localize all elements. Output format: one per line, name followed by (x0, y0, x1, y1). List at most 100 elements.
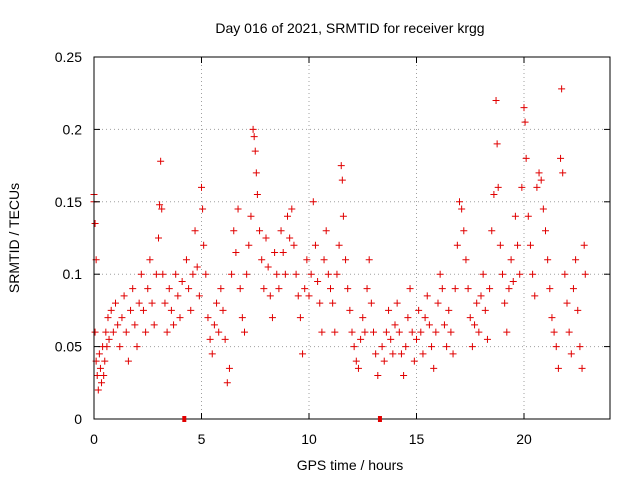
data-point (493, 140, 501, 148)
data-point (408, 328, 416, 336)
data-point (294, 292, 302, 300)
data-point (314, 277, 322, 285)
data-point (230, 227, 238, 235)
data-point (127, 306, 135, 314)
data-point (114, 321, 122, 329)
data-point (156, 201, 164, 209)
data-point (537, 176, 545, 184)
data-point (234, 205, 242, 213)
data-point (382, 328, 390, 336)
data-point (217, 285, 225, 293)
data-point (417, 328, 425, 336)
data-point (447, 328, 455, 336)
data-point (413, 335, 420, 343)
data-point (174, 292, 182, 300)
data-point (273, 270, 281, 278)
data-point (264, 263, 272, 271)
data-point (423, 292, 431, 300)
data-point (277, 227, 285, 235)
data-point (410, 357, 418, 365)
data-point (419, 350, 427, 358)
y-tick-label: 0.25 (55, 49, 82, 65)
data-point (451, 285, 459, 293)
data-point (521, 118, 529, 126)
data-point (378, 343, 386, 351)
data-point (572, 256, 580, 264)
data-point (354, 364, 362, 372)
data-point (449, 350, 457, 358)
x-tick-label: 15 (409, 431, 425, 447)
data-point (252, 169, 260, 177)
data-point (580, 241, 588, 249)
data-point (559, 169, 567, 177)
data-point (100, 372, 108, 380)
data-point (576, 343, 584, 351)
data-point (494, 183, 502, 191)
data-point (303, 256, 311, 264)
data-point (481, 306, 489, 314)
data-point (210, 321, 218, 329)
data-point (464, 285, 472, 293)
data-point (118, 314, 126, 322)
data-point (391, 321, 399, 329)
data-point (247, 212, 255, 220)
data-point (352, 357, 360, 365)
y-tick-label: 0.1 (63, 266, 83, 282)
data-point (102, 328, 110, 336)
data-point (309, 198, 317, 206)
data-point (279, 248, 287, 256)
data-point (458, 205, 466, 213)
data-point (191, 227, 199, 235)
data-point (250, 133, 258, 141)
data-point (565, 328, 573, 336)
data-point (524, 212, 532, 220)
data-point (94, 386, 102, 394)
data-point (479, 270, 487, 278)
data-point (346, 306, 354, 314)
data-point (507, 256, 515, 264)
data-point (178, 277, 186, 285)
y-axis-label: SRMTID / TECUs (6, 183, 22, 293)
data-point (374, 372, 382, 380)
data-point (290, 241, 298, 249)
data-point (268, 314, 276, 322)
data-point (157, 157, 165, 165)
data-point (529, 270, 537, 278)
data-points (90, 85, 589, 394)
data-point (155, 234, 162, 242)
x-axis-label: GPS time / hours (297, 457, 404, 473)
data-point (486, 285, 494, 293)
data-point (558, 85, 566, 93)
data-point (200, 241, 208, 249)
data-point (245, 241, 253, 249)
data-point (359, 314, 367, 322)
data-point (213, 299, 221, 307)
data-point (116, 343, 124, 351)
data-point (468, 343, 476, 351)
plot-frame (93, 56, 611, 420)
data-point (421, 314, 429, 322)
data-point (122, 328, 130, 336)
data-point (170, 321, 178, 329)
data-point (578, 364, 586, 372)
data-point (372, 350, 380, 358)
data-point (187, 306, 195, 314)
data-point (365, 256, 373, 264)
data-point (103, 343, 111, 351)
data-point (581, 270, 589, 278)
gap-marker (377, 416, 382, 422)
data-point (337, 162, 345, 170)
data-point (107, 306, 115, 314)
data-point (348, 328, 356, 336)
data-point (223, 379, 231, 387)
data-point (552, 343, 560, 351)
data-point (262, 234, 270, 242)
data-point (338, 176, 346, 184)
data-point (311, 241, 319, 249)
data-point (301, 285, 309, 293)
data-point (443, 343, 451, 351)
data-point (501, 299, 509, 307)
data-point (148, 299, 156, 307)
data-point (357, 335, 365, 343)
